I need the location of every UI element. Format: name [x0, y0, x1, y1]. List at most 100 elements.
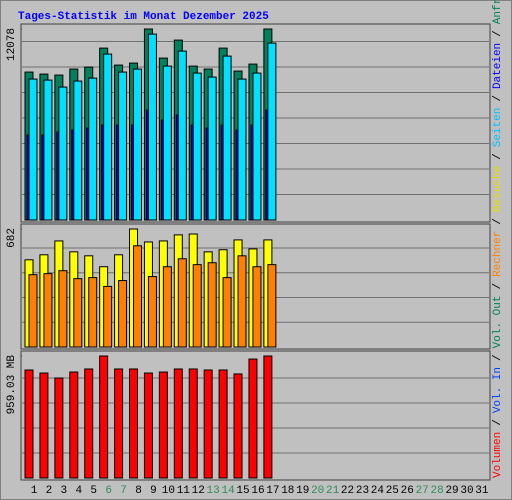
legend-separator: / — [492, 283, 504, 290]
legend-entry: Vol. In — [492, 367, 504, 413]
bar — [147, 276, 157, 348]
y-tick-label: 959.03 MB — [6, 355, 18, 415]
bar — [58, 86, 68, 221]
bar — [158, 371, 168, 479]
x-tick-label: 22 — [341, 485, 354, 497]
bar — [218, 369, 228, 479]
bar — [73, 278, 83, 348]
bar — [43, 79, 53, 221]
x-tick-label: 11 — [177, 485, 191, 497]
x-tick-label: 2 — [46, 485, 53, 497]
bar — [222, 277, 232, 348]
bar — [133, 68, 143, 221]
bar — [173, 368, 183, 479]
bar — [252, 72, 262, 221]
x-tick-label: 24 — [371, 485, 385, 497]
bar — [69, 371, 79, 479]
x-tick-label: 27 — [416, 485, 429, 497]
bar — [24, 369, 34, 479]
bar — [177, 50, 187, 221]
x-tick-label: 28 — [431, 485, 444, 497]
legend-entry: Volumen — [492, 432, 504, 478]
bar — [192, 264, 202, 348]
bar — [28, 78, 38, 221]
x-tick-label: 21 — [326, 485, 340, 497]
x-tick-label: 9 — [150, 485, 157, 497]
bar — [99, 355, 109, 479]
x-tick-label: 3 — [61, 485, 68, 497]
bar — [162, 65, 172, 221]
bar — [84, 368, 94, 479]
legend-entry: Rechner — [492, 231, 504, 277]
bar — [118, 71, 128, 221]
x-tick-label: 13 — [207, 485, 220, 497]
x-tick-label: 26 — [401, 485, 414, 497]
bar — [162, 266, 172, 348]
bar — [88, 277, 98, 348]
bar — [203, 369, 213, 479]
x-tick-label: 31 — [475, 485, 489, 497]
x-tick-label: 15 — [236, 485, 249, 497]
x-tick-label: 10 — [162, 485, 175, 497]
bar — [88, 77, 98, 221]
legend-entry: Besuche — [492, 166, 504, 212]
bar — [267, 264, 277, 348]
bar — [114, 368, 124, 479]
legend-entry: Seiten — [492, 108, 504, 148]
bar — [263, 355, 273, 479]
x-tick-label: 12 — [192, 485, 205, 497]
x-tick-label: 18 — [281, 485, 294, 497]
bar — [147, 33, 157, 221]
x-tick-label: 25 — [386, 485, 399, 497]
x-tick-label: 8 — [135, 485, 142, 497]
x-tick-label: 14 — [221, 485, 235, 497]
bar — [222, 55, 232, 221]
bar — [177, 258, 187, 348]
bar — [54, 377, 64, 479]
bar — [58, 270, 68, 348]
x-tick-label: 6 — [105, 485, 112, 497]
bar — [207, 262, 217, 348]
bar — [192, 72, 202, 221]
legend-separator: / — [492, 419, 504, 426]
x-tick-label: 23 — [356, 485, 369, 497]
bar — [252, 266, 262, 348]
x-tick-label: 29 — [445, 485, 458, 497]
x-tick-label: 20 — [311, 485, 324, 497]
x-tick-label: 16 — [251, 485, 264, 497]
legend-separator: / — [492, 153, 504, 160]
y-tick-label: 682 — [6, 228, 18, 248]
bar — [207, 76, 217, 221]
bar — [118, 280, 128, 348]
x-tick-label: 5 — [90, 485, 97, 497]
bar — [129, 368, 139, 479]
x-tick-label: 17 — [266, 485, 279, 497]
legend: Volumen / Vol. In / Vol. Out / Rechner / Besuche… — [492, 0, 504, 478]
bar — [73, 80, 83, 221]
bar — [28, 274, 38, 348]
legend-separator: / — [492, 30, 504, 37]
bar — [103, 53, 113, 221]
legend-entry: Dateien — [492, 43, 504, 89]
bar — [188, 368, 198, 479]
bar — [39, 372, 49, 479]
bar — [43, 273, 53, 348]
legend-separator: / — [492, 354, 504, 361]
bar — [143, 372, 153, 479]
bar — [133, 245, 143, 348]
bar — [237, 78, 247, 221]
legend-entry: Anfragen — [492, 0, 504, 24]
legend-separator: / — [492, 218, 504, 225]
bar — [237, 255, 247, 348]
x-tick-label: 7 — [120, 485, 127, 497]
y-tick-label: 12078 — [6, 28, 18, 61]
bar — [103, 285, 113, 348]
x-tick-label: 4 — [75, 485, 82, 497]
legend-entry: Vol. Out — [492, 296, 504, 349]
x-tick-label: 19 — [296, 485, 309, 497]
bar — [248, 358, 258, 479]
bar — [267, 42, 277, 221]
legend-separator: / — [492, 95, 504, 102]
bar — [233, 373, 243, 479]
